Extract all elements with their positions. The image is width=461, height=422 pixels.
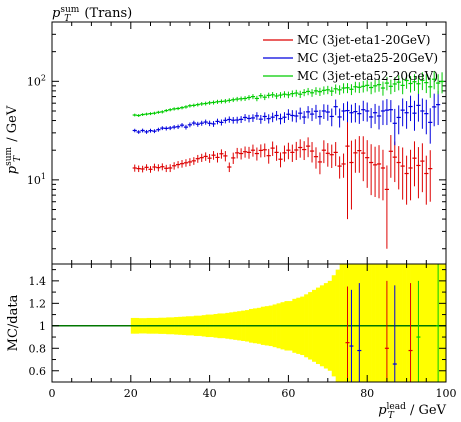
ratio-band-bin-53 <box>339 264 344 382</box>
ratio-band-bin-78 <box>438 264 443 382</box>
ratio-band-bin-79 <box>442 264 447 382</box>
legend-entry-green: MC (3jet-eta52-20GeV) <box>263 69 438 83</box>
x-tick-label-3: 60 <box>281 387 295 400</box>
ratio-band-bin-58 <box>359 264 364 382</box>
ratio-band-bin-76 <box>430 264 435 382</box>
ratio-y-tick-label-4: 1.4 <box>29 275 47 288</box>
x-tick-label-4: 80 <box>360 387 374 400</box>
ratio-y-tick-label-2: 1 <box>39 320 46 333</box>
x-tick-label-2: 40 <box>203 387 217 400</box>
ratio-band-bin-59 <box>363 264 368 382</box>
main-panel: 101 102 <box>27 21 447 265</box>
ratio-band-bin-56 <box>351 264 356 382</box>
ratio-panel: 0.6 0.8 1 1.2 1.4 0 20 40 60 80 100 <box>29 263 457 400</box>
main-series <box>132 71 445 249</box>
ratio-y-axis-label: MC/data <box>6 294 21 351</box>
x-tick-label-0: 0 <box>49 387 56 400</box>
ratio-series <box>345 264 441 382</box>
x-tick-label-1: 20 <box>124 387 138 400</box>
ratio-band-bin-55 <box>347 264 352 382</box>
ratio-band-bin-70 <box>406 264 411 382</box>
ratio-band-bin-54 <box>343 264 348 382</box>
main-y-tick-label-0: 101 <box>27 172 46 187</box>
ratio-band-bin-64 <box>382 264 388 382</box>
ratio-band-bin-67 <box>394 264 400 382</box>
ratio-band-bin-61 <box>371 264 376 382</box>
ratio-band-bin-69 <box>402 264 407 382</box>
ratio-y-tick-label-3: 1.2 <box>29 297 47 310</box>
ratio-band-bin-74 <box>422 264 427 382</box>
plot-title: psum T (Trans) <box>52 5 132 24</box>
main-ticks <box>51 21 447 264</box>
ratio-ticks <box>51 264 447 383</box>
ratio-band-bin-75 <box>426 264 431 382</box>
legend-entry-blue: MC (3jet-eta25-20GeV) <box>263 51 438 65</box>
legend-label-blue: MC (3jet-eta25-20GeV) <box>297 51 438 65</box>
ratio-x-tick-labels: 0 20 40 60 80 100 <box>49 387 457 400</box>
legend-label-red: MC (3jet-eta1-20GeV) <box>297 33 430 47</box>
ratio-band-bin-71 <box>410 264 415 382</box>
ratio-y-tick-label-1: 0.8 <box>29 342 47 355</box>
main-y-tick-labels: 101 102 <box>27 73 46 187</box>
ratio-y-tick-label-0: 0.6 <box>29 365 47 378</box>
x-tick-label-5: 100 <box>436 387 457 400</box>
main-y-tick-label-1: 102 <box>27 73 46 88</box>
ratio-band-bin-60 <box>367 264 372 382</box>
ratio-band-bin-62 <box>375 264 380 382</box>
ratio-band-bin-66 <box>390 264 396 382</box>
ratio-band-bin-77 <box>434 264 439 382</box>
ratio-y-tick-labels: 0.6 0.8 1 1.2 1.4 <box>29 275 47 378</box>
ratio-band <box>130 264 447 382</box>
ratio-band-bin-73 <box>418 264 423 382</box>
legend-label-green: MC (3jet-eta52-20GeV) <box>297 69 438 83</box>
ratio-band-bin-72 <box>414 264 419 382</box>
ratio-band-bin-57 <box>355 264 360 382</box>
legend-entry-red: MC (3jet-eta1-20GeV) <box>263 33 430 47</box>
ratio-band-bin-68 <box>398 264 403 382</box>
ratio-band-bin-63 <box>379 264 384 382</box>
main-y-axis-label: psumT / GeV <box>4 105 23 174</box>
x-axis-label: plead T / GeV <box>378 402 446 421</box>
legend: MC (3jet-eta1-20GeV) MC (3jet-eta25-20Ge… <box>263 33 438 83</box>
ratio-band-bin-65 <box>386 264 392 382</box>
